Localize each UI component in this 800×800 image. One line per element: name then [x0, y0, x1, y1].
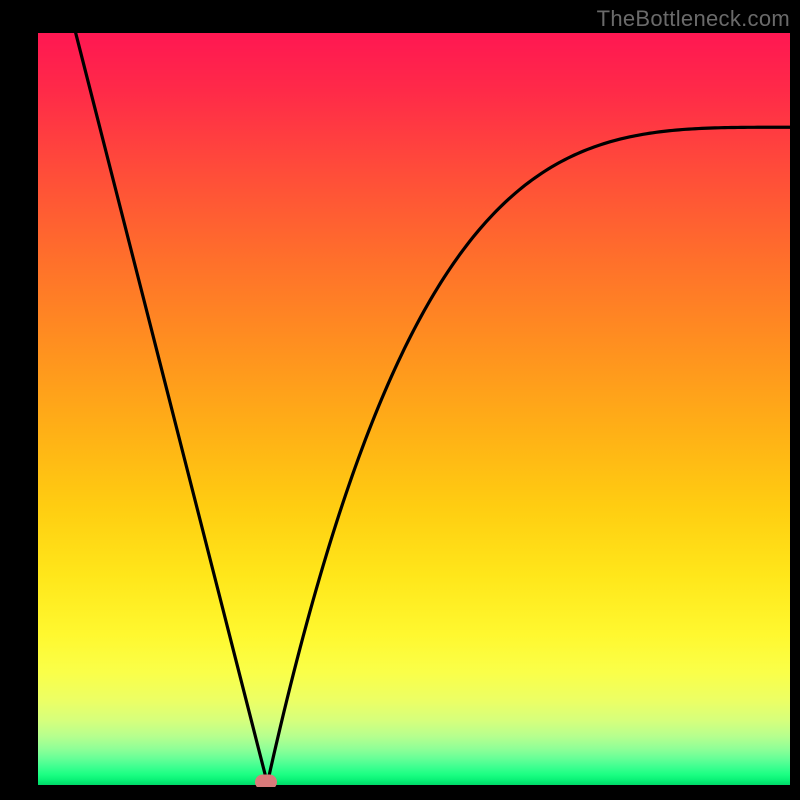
bottleneck-curve — [38, 33, 790, 787]
plot-area — [38, 33, 790, 787]
watermark-text: TheBottleneck.com — [597, 6, 790, 32]
optimum-marker — [255, 775, 277, 787]
